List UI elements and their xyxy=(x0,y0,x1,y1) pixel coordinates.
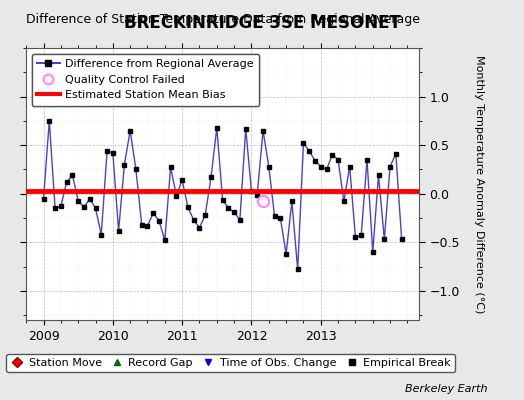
Text: Berkeley Earth: Berkeley Earth xyxy=(405,384,487,394)
Y-axis label: Monthly Temperature Anomaly Difference (°C): Monthly Temperature Anomaly Difference (… xyxy=(474,55,484,313)
Title: Difference of Station Temperature Data from Regional Average: Difference of Station Temperature Data f… xyxy=(26,13,420,26)
Text: BRECKINRIDGE 3SE MESONET: BRECKINRIDGE 3SE MESONET xyxy=(124,14,400,32)
Legend: Station Move, Record Gap, Time of Obs. Change, Empirical Break: Station Move, Record Gap, Time of Obs. C… xyxy=(6,354,455,372)
Legend: Difference from Regional Average, Quality Control Failed, Estimated Station Mean: Difference from Regional Average, Qualit… xyxy=(32,54,259,106)
